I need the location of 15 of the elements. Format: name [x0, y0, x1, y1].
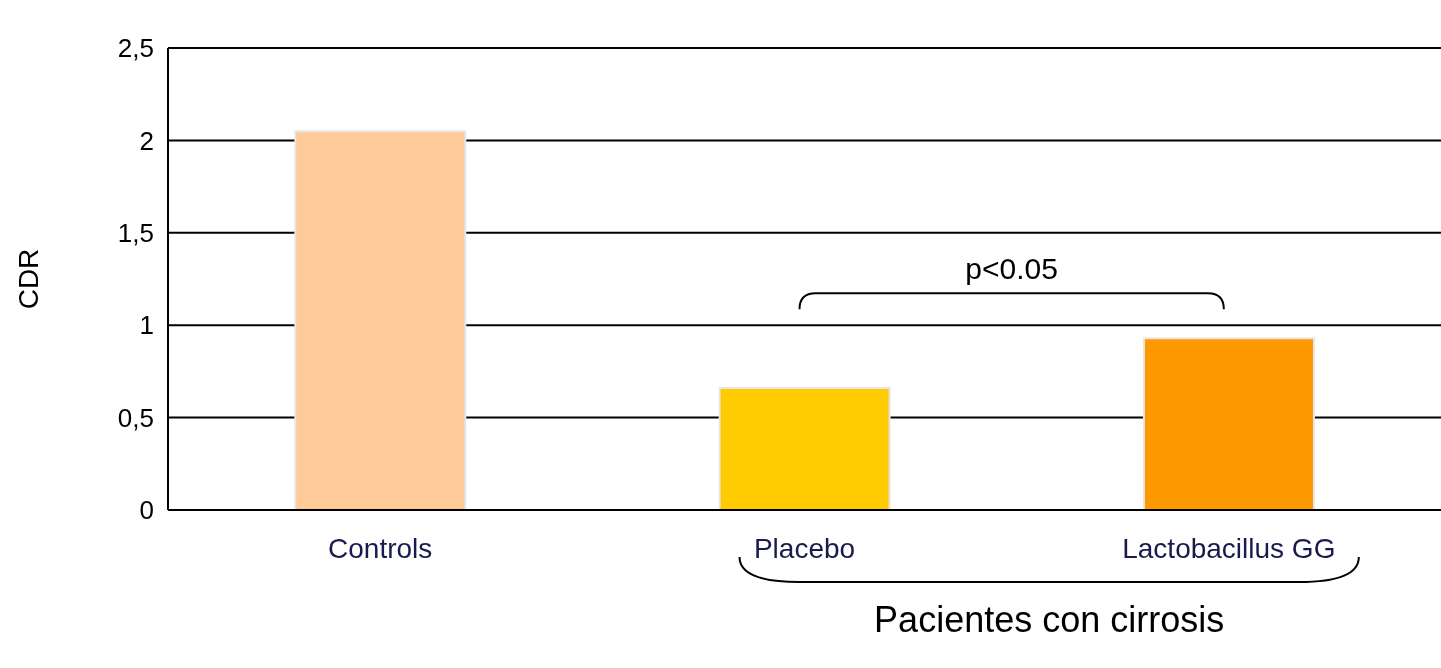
x-axis-title: Pacientes con cirrosis — [874, 599, 1225, 640]
annotation: p<0.05 — [965, 252, 1058, 286]
x-tick-label: Lactobacillus GG — [1122, 532, 1336, 564]
y-tick-label: 0,5 — [117, 402, 154, 433]
y-tick-label: 2,5 — [117, 33, 154, 64]
bar — [718, 387, 891, 510]
y-tick-label: 1 — [139, 310, 154, 341]
x-tick-label: Placebo — [753, 532, 856, 564]
y-axis-title: CDR — [12, 248, 44, 310]
y-tick-label: 0 — [139, 495, 154, 526]
y-tick-label: 1,5 — [117, 218, 154, 249]
bar — [1142, 337, 1315, 510]
y-tick-label: 2 — [139, 125, 154, 156]
x-tick-label: Controls — [328, 532, 433, 564]
bar — [294, 130, 467, 510]
